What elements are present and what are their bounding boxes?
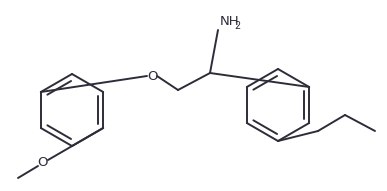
- Text: O: O: [147, 70, 157, 83]
- Text: O: O: [38, 156, 48, 169]
- Text: 2: 2: [234, 21, 240, 31]
- Text: NH: NH: [220, 15, 240, 28]
